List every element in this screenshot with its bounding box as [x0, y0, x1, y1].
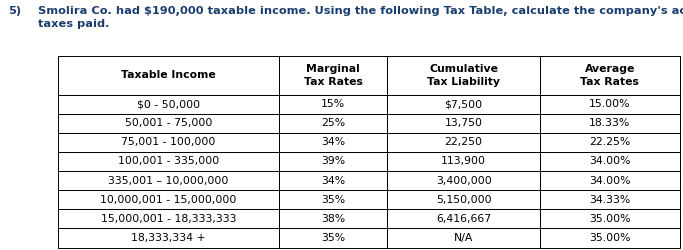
- Text: Average
Tax Rates: Average Tax Rates: [581, 64, 639, 86]
- Bar: [58, 114, 279, 133]
- Text: 10,000,001 - 15,000,000: 10,000,001 - 15,000,000: [100, 195, 236, 205]
- Text: 15%: 15%: [321, 99, 345, 109]
- Text: 34%: 34%: [321, 176, 345, 186]
- Text: 35%: 35%: [321, 233, 345, 243]
- Text: 18.33%: 18.33%: [589, 118, 630, 128]
- Text: 13,750: 13,750: [445, 118, 483, 128]
- Bar: [387, 228, 540, 248]
- Bar: [540, 133, 680, 152]
- Text: 6,416,667: 6,416,667: [436, 214, 491, 224]
- Bar: [58, 133, 279, 152]
- Text: Taxable Income: Taxable Income: [121, 70, 216, 81]
- Text: 50,001 - 75,000: 50,001 - 75,000: [125, 118, 212, 128]
- Text: 38%: 38%: [321, 214, 345, 224]
- Bar: [58, 190, 279, 209]
- Text: 5,150,000: 5,150,000: [436, 195, 491, 205]
- Bar: [540, 228, 680, 248]
- Text: 15.00%: 15.00%: [589, 99, 630, 109]
- Bar: [387, 133, 540, 152]
- Bar: [58, 94, 279, 114]
- Bar: [540, 190, 680, 209]
- Text: 15,000,001 - 18,333,333: 15,000,001 - 18,333,333: [100, 214, 236, 224]
- Text: 113,900: 113,900: [441, 156, 486, 166]
- Bar: [279, 133, 387, 152]
- Bar: [540, 209, 680, 229]
- Bar: [279, 171, 387, 190]
- Bar: [58, 209, 279, 229]
- Bar: [387, 171, 540, 190]
- Text: 35.00%: 35.00%: [589, 214, 630, 224]
- Text: 34.33%: 34.33%: [589, 195, 630, 205]
- Bar: [387, 94, 540, 114]
- Bar: [387, 56, 540, 94]
- Text: 100,001 - 335,000: 100,001 - 335,000: [117, 156, 219, 166]
- Bar: [540, 94, 680, 114]
- Text: 5): 5): [8, 6, 21, 16]
- Text: $7,500: $7,500: [445, 99, 483, 109]
- Bar: [279, 209, 387, 229]
- Text: 335,001 – 10,000,000: 335,001 – 10,000,000: [108, 176, 229, 186]
- Text: 25%: 25%: [321, 118, 345, 128]
- Bar: [58, 152, 279, 171]
- Bar: [279, 94, 387, 114]
- Text: 18,333,334 +: 18,333,334 +: [131, 233, 206, 243]
- Text: Smolira Co. had $190,000 taxable income. Using the following Tax Table, calculat: Smolira Co. had $190,000 taxable income.…: [38, 6, 683, 30]
- Bar: [58, 56, 279, 94]
- Bar: [279, 190, 387, 209]
- Bar: [387, 152, 540, 171]
- Bar: [540, 56, 680, 94]
- Text: 35%: 35%: [321, 195, 345, 205]
- Bar: [58, 171, 279, 190]
- Text: 22.25%: 22.25%: [589, 137, 630, 147]
- Text: 34.00%: 34.00%: [589, 176, 630, 186]
- Text: 39%: 39%: [321, 156, 345, 166]
- Bar: [58, 228, 279, 248]
- Text: $0 - 50,000: $0 - 50,000: [137, 99, 200, 109]
- Bar: [540, 114, 680, 133]
- Bar: [540, 152, 680, 171]
- Text: 75,001 - 100,000: 75,001 - 100,000: [121, 137, 216, 147]
- Text: 35.00%: 35.00%: [589, 233, 630, 243]
- Text: Marginal
Tax Rates: Marginal Tax Rates: [304, 64, 363, 86]
- Bar: [387, 190, 540, 209]
- Bar: [279, 152, 387, 171]
- Text: 34%: 34%: [321, 137, 345, 147]
- Text: N/A: N/A: [454, 233, 473, 243]
- Bar: [387, 114, 540, 133]
- Bar: [387, 209, 540, 229]
- Text: 34.00%: 34.00%: [589, 156, 630, 166]
- Text: 3,400,000: 3,400,000: [436, 176, 492, 186]
- Text: 22,250: 22,250: [445, 137, 483, 147]
- Bar: [279, 56, 387, 94]
- Text: Cumulative
Tax Liability: Cumulative Tax Liability: [427, 64, 500, 86]
- Bar: [279, 228, 387, 248]
- Bar: [540, 171, 680, 190]
- Bar: [279, 114, 387, 133]
